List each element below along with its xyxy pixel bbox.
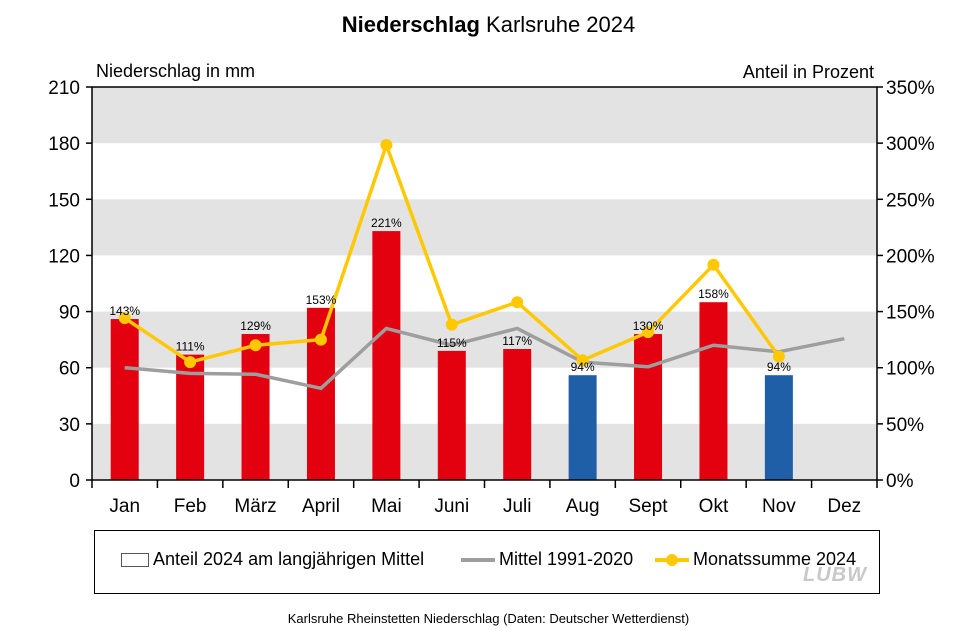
monthly-point [772,350,785,363]
bar-Okt [699,302,728,480]
bar-label: 158% [698,287,729,301]
bar-März [241,334,270,480]
bar-label: 221% [371,216,402,230]
bar-label: 115% [437,336,467,350]
right-tick-label: 100% [886,359,935,380]
monthly-point [249,339,262,352]
bar-label: 94% [571,360,595,374]
right-tick-label: 50% [886,415,924,436]
bar-label: 130% [633,319,664,333]
y-axis-right-title: Anteil in Prozent [743,62,874,82]
legend-box-icon [121,552,149,567]
plot-frame [91,86,878,481]
y-axis-left-title: Niederschlag in mm [96,61,255,81]
monthly-point [314,333,327,346]
right-tick-label: 250% [886,190,935,211]
left-tick-label: 120 [48,246,80,267]
monthly-point [642,326,655,339]
monthly-point [707,258,720,271]
x-tick-label: Juli [503,496,532,517]
grid-band [92,423,877,480]
bar-Jan [110,319,139,480]
grid-band [92,199,877,256]
bar-label: 153% [306,293,337,307]
x-tick-label: Jan [109,496,140,517]
bar-Nov [764,375,793,480]
x-tick-label: Sept [628,496,668,517]
legend-line-marker-icon [655,553,689,566]
monthly-point [118,312,131,325]
x-tick-label: Nov [762,496,796,517]
legend-line-icon [461,557,495,562]
x-tick-label: März [234,496,276,517]
monthly-point [380,139,393,152]
right-tick-label: 200% [886,246,935,267]
monthly-point [445,318,458,331]
bar-Mai [372,231,401,480]
bar-Juni [437,350,466,480]
x-tick-label: Dez [827,496,861,517]
bar-label: 143% [109,304,140,318]
grid-band [92,311,877,368]
right-tick-label: 0% [886,471,914,492]
bar-label: 94% [767,360,791,374]
chart-title-rest: Karlsruhe 2024 [486,12,636,37]
bar-Feb [176,354,205,480]
bar-Aug [568,375,597,480]
right-tick-label: 300% [886,134,935,155]
right-tick-label: 350% [886,78,935,99]
chart-title-bold: Niederschlag [341,12,480,37]
legend-item-monthly: Monatssumme 2024 [655,549,856,570]
x-tick-label: Feb [174,496,207,517]
left-tick-label: 60 [59,359,80,380]
right-tick-label: 150% [886,303,935,324]
bar-label: 111% [176,340,205,354]
legend-item-mean: Mittel 1991-2020 [461,549,633,570]
monthly-point [511,296,524,309]
left-tick-label: 210 [48,78,80,99]
legend-label-share: Anteil 2024 am langjährigen Mittel [153,549,425,569]
x-tick-label: Juni [434,496,469,517]
left-tick-label: 150 [48,190,80,211]
x-tick-label: Mai [371,496,402,517]
bar-Juli [503,349,532,480]
x-tick-label: Aug [566,496,600,517]
bar-label: 117% [502,334,532,348]
monthly-point [576,354,589,367]
bar-label: 129% [240,319,271,333]
left-tick-label: 180 [48,134,80,155]
precipitation-chart: 0 30 60 90 120 150 180 210 0% 50% 100% 150% 200% 250%… [48,61,935,517]
legend-label-mean: Mittel 1991-2020 [499,549,634,569]
chart-legend: Anteil 2024 am langjährigen Mittel Mitte… [94,530,880,594]
lubw-logo: LUBW [803,564,867,586]
left-tick-label: 30 [59,415,80,436]
left-tick-label: 90 [59,303,80,324]
legend-label-monthly: Monatssumme 2024 [693,549,857,569]
chart-title: Niederschlag Karlsruhe 2024 [0,12,977,38]
x-tick-label: April [302,496,340,517]
mean-line [124,326,845,391]
grid-band [92,87,877,144]
monthly-point [184,356,197,369]
x-tick-label: Okt [699,496,729,517]
bar-Sept [634,334,663,480]
source-note: Karlsruhe Rheinstetten Niederschlag (Dat… [287,611,690,626]
legend-item-share: Anteil 2024 am langjährigen Mittel [121,549,424,570]
left-tick-label: 0 [69,471,80,492]
